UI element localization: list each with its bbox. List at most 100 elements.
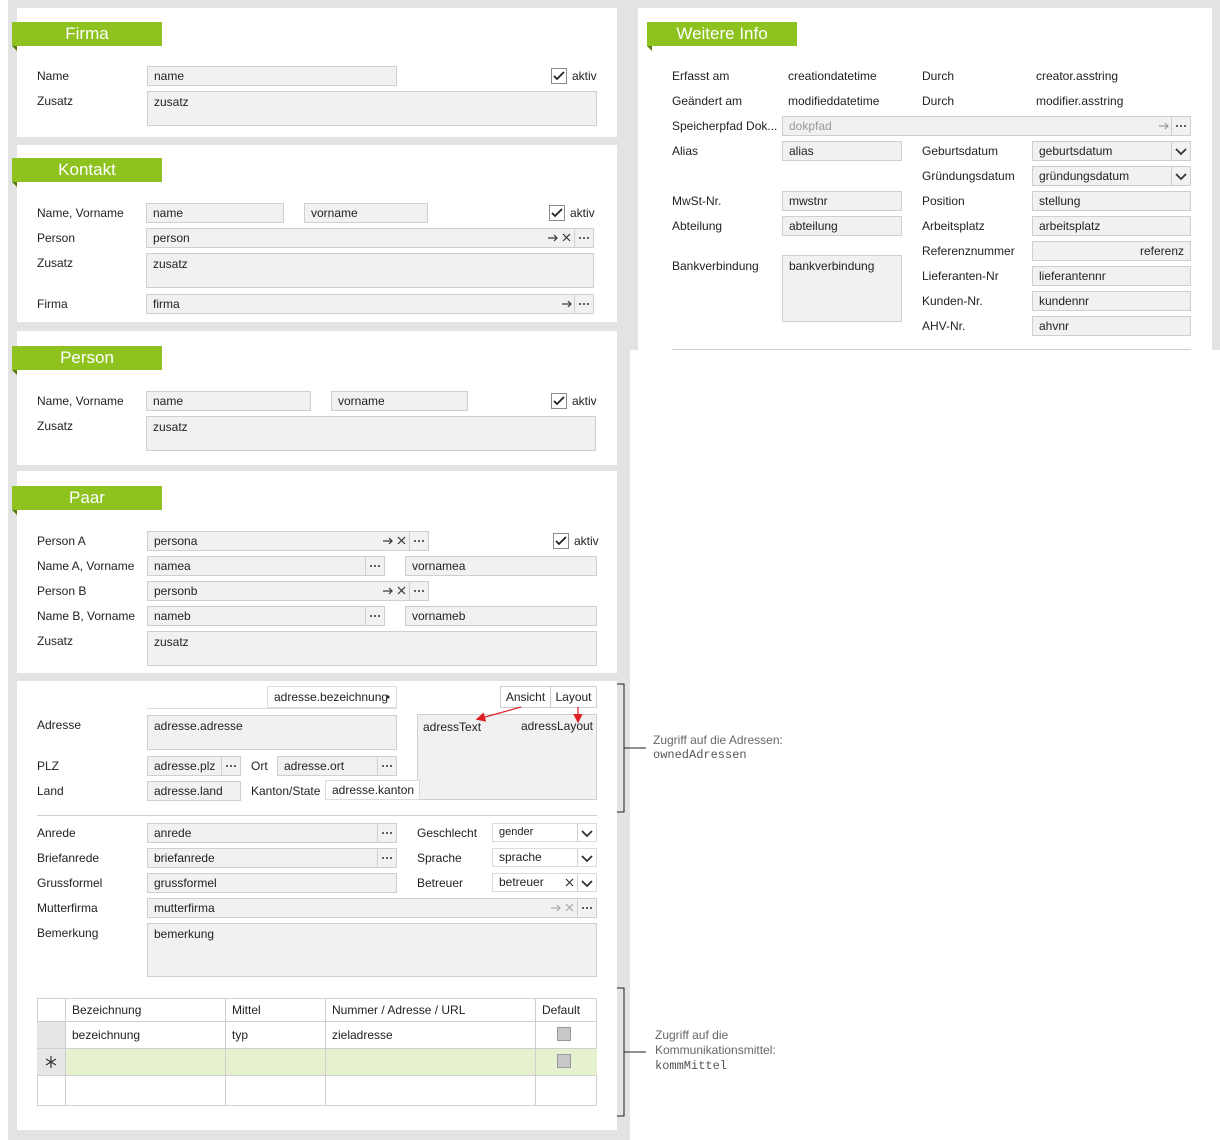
icon-part (581, 829, 593, 837)
input-field[interactable]: vornamea (405, 556, 597, 576)
field-label: aktiv (570, 206, 595, 220)
cross-icon (397, 536, 406, 545)
field-label: Mutterfirma (37, 901, 98, 915)
more-button[interactable] (1171, 116, 1191, 136)
input-field[interactable]: geburtsdatum (1032, 141, 1191, 161)
more-button[interactable] (574, 228, 594, 248)
more-button[interactable] (377, 848, 397, 868)
checkbox[interactable] (549, 205, 565, 221)
input-field[interactable]: vorname (331, 391, 468, 411)
input-field[interactable]: personb (147, 581, 410, 601)
input-field[interactable]: vornameb (405, 606, 597, 626)
dots-icon (414, 540, 424, 542)
field-label: Geändert am (672, 94, 743, 108)
icon-part (378, 565, 380, 567)
input-field[interactable]: firma (146, 294, 575, 314)
view-tab[interactable]: Layout (550, 686, 597, 708)
more-button[interactable] (365, 556, 385, 576)
field-label: Name (37, 69, 70, 83)
input-field[interactable]: grussformel (147, 873, 397, 893)
input-field[interactable]: vorname (304, 203, 428, 223)
input-field[interactable]: zusatz (147, 631, 597, 666)
input-field[interactable]: adresse.adresse (147, 715, 397, 750)
input-field[interactable]: namea (147, 556, 366, 576)
input-field[interactable]: zusatz (146, 253, 594, 288)
input-field[interactable]: alias (782, 141, 902, 161)
input-field[interactable]: person (146, 228, 575, 248)
more-button[interactable] (377, 823, 397, 843)
input-field[interactable]: gender (492, 823, 597, 842)
combo-button[interactable] (577, 849, 596, 866)
input-field[interactable]: adresse.plz (147, 756, 222, 776)
input-field[interactable]: briefanrede (147, 848, 378, 868)
column-header: Nummer / Adresse / URL (332, 1003, 466, 1017)
input-field[interactable]: adresse.kanton (325, 780, 420, 800)
combo-button[interactable] (577, 824, 596, 841)
combo-button[interactable] (1171, 142, 1190, 160)
input-field[interactable]: zusatz (147, 91, 597, 126)
input-field[interactable]: dokpfad (782, 116, 1172, 136)
cell[interactable]: zieladresse (332, 1028, 393, 1042)
field-label: Person B (37, 584, 87, 598)
address-selector[interactable]: adresse.bezeichnung (267, 686, 397, 708)
icon-part (562, 233, 571, 242)
default-checkbox[interactable] (557, 1027, 571, 1041)
chevron-icon (1175, 173, 1187, 181)
cell[interactable]: typ (232, 1028, 249, 1042)
more-button[interactable] (409, 531, 429, 551)
field-label: Kunden-Nr. (922, 294, 983, 308)
input-field[interactable]: mutterfirma (147, 898, 578, 918)
input-field[interactable]: arbeitsplatz (1032, 216, 1191, 236)
checkbox[interactable] (553, 533, 569, 549)
dots-icon (414, 590, 424, 592)
input-field[interactable]: bemerkung (147, 923, 597, 977)
combo-button[interactable] (1171, 167, 1190, 185)
input-field[interactable]: betreuer (492, 873, 597, 892)
more-button[interactable] (377, 756, 397, 776)
input-field[interactable]: abteilung (782, 216, 902, 236)
icon-part (230, 765, 232, 767)
icon-part (579, 303, 581, 305)
default-checkbox[interactable] (557, 1054, 571, 1068)
input-field[interactable]: stellung (1032, 191, 1191, 211)
input-field[interactable]: gründungsdatum (1032, 166, 1191, 186)
input-field[interactable]: name (147, 66, 397, 86)
more-button[interactable] (409, 581, 429, 601)
input-field[interactable]: anrede (147, 823, 378, 843)
icon-part (390, 832, 392, 834)
view-tab[interactable]: Ansicht (500, 686, 551, 708)
cell[interactable]: bezeichnung (72, 1028, 141, 1042)
input-field[interactable]: mwstnr (782, 191, 902, 211)
annotation: Zugriff auf die (655, 1028, 729, 1042)
input-field[interactable]: persona (147, 531, 410, 551)
column-line (325, 998, 326, 1106)
input-field[interactable]: name (146, 391, 311, 411)
input-field[interactable]: sprache (492, 848, 597, 867)
icon-part (374, 565, 376, 567)
input-field[interactable]: bankverbindung (782, 255, 902, 322)
checkbox[interactable] (551, 68, 567, 84)
check-icon (551, 208, 563, 218)
input-field[interactable]: adresse.ort (277, 756, 378, 776)
input-field[interactable]: referenz (1032, 241, 1191, 261)
input-field[interactable]: name (146, 203, 284, 223)
tab-fold (12, 510, 17, 515)
checkbox[interactable] (551, 393, 567, 409)
more-button[interactable] (574, 294, 594, 314)
input-field[interactable]: nameb (147, 606, 366, 626)
input-field[interactable]: ahvnr (1032, 316, 1191, 336)
row-line (37, 1021, 597, 1022)
more-button[interactable] (365, 606, 385, 626)
input-field[interactable]: adresse.land (147, 781, 241, 801)
more-button[interactable] (577, 898, 597, 918)
more-button[interactable] (221, 756, 241, 776)
column-header: Bezeichnung (72, 1003, 142, 1017)
field-label: Durch (922, 94, 955, 108)
new-row (65, 1048, 597, 1075)
input-field[interactable]: lieferantennr (1032, 266, 1191, 286)
combo-button[interactable] (577, 874, 596, 891)
field-label: Anrede (37, 826, 76, 840)
input-field[interactable]: zusatz (146, 416, 596, 451)
input-field[interactable]: kundennr (1032, 291, 1191, 311)
arrow-icon (383, 587, 393, 595)
